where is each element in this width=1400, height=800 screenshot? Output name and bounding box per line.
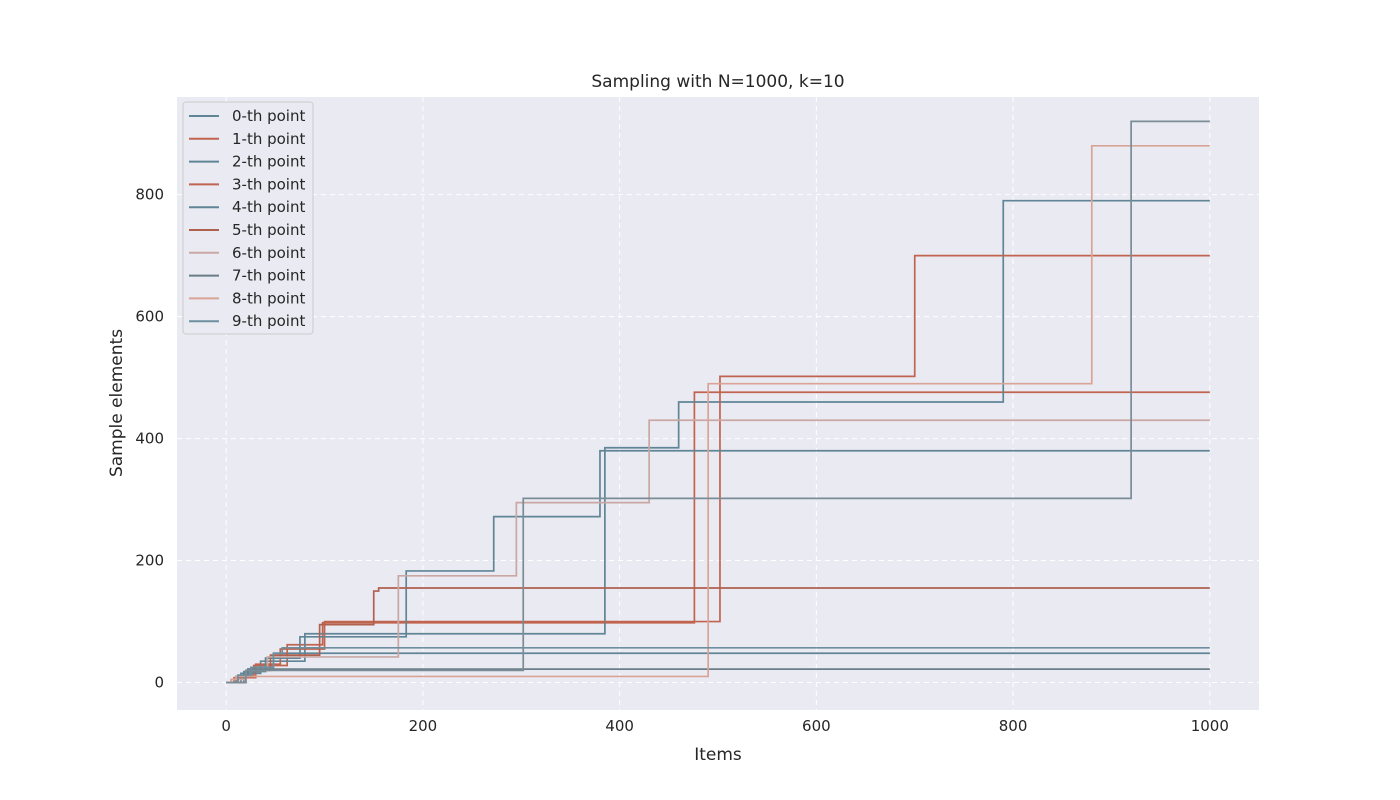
y-tick-label: 800	[135, 186, 164, 204]
plot-background	[177, 97, 1259, 710]
y-tick-label: 200	[135, 552, 164, 570]
legend-entry: 6-th point	[232, 244, 305, 262]
legend-entry: 5-th point	[232, 221, 305, 239]
legend-entry: 1-th point	[232, 130, 305, 148]
y-axis-label: Sample elements	[107, 329, 127, 477]
legend-entry: 0-th point	[232, 107, 305, 125]
x-tick-label: 400	[605, 717, 634, 735]
y-tick-label: 600	[135, 308, 164, 326]
legend-entry: 9-th point	[232, 312, 305, 330]
x-tick-label: 0	[221, 717, 231, 735]
x-axis-label: Items	[694, 745, 742, 765]
legend-entry: 8-th point	[232, 289, 305, 307]
x-tick-label: 800	[999, 717, 1028, 735]
legend-entry: 4-th point	[232, 198, 305, 216]
x-tick-label: 600	[802, 717, 831, 735]
y-tick-label: 0	[154, 674, 164, 692]
series-line-10	[226, 120, 1210, 684]
y-tick-label: 400	[135, 430, 164, 448]
x-tick-label: 1000	[1191, 717, 1229, 735]
legend: 0-th point 1-th point 2-th point 3-th point…	[182, 101, 314, 335]
legend-entry: 2-th point	[232, 153, 305, 171]
x-ticks: 0 200 400 600 800 1000	[221, 717, 1229, 735]
chart-title: Sampling with N=1000, k=10	[591, 72, 844, 92]
series-line-9	[226, 646, 1210, 684]
legend-entry: 3-th point	[232, 175, 305, 193]
series-line-8	[226, 144, 1210, 684]
grid	[177, 97, 1259, 710]
series-lines	[226, 120, 1210, 684]
y-ticks: 0 200 400 600 800	[135, 186, 164, 692]
legend-entry: 7-th point	[232, 267, 305, 285]
x-tick-label: 200	[409, 717, 438, 735]
